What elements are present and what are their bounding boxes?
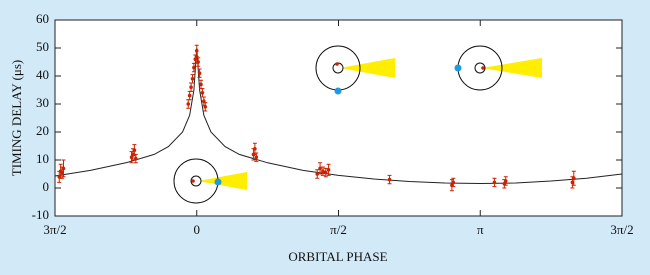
orbit-diagram [315,45,395,95]
data-point [200,91,205,95]
data-point [202,99,206,103]
pulsar [481,66,485,70]
y-tick-label: 50 [36,39,49,54]
y-tick-label: 10 [36,151,49,166]
data-point [61,166,66,171]
companion [454,64,462,72]
data-point [315,172,320,176]
data-point [199,82,203,87]
x-tick-label: 0 [194,222,201,237]
data-point [326,168,331,172]
y-tick-label: 20 [36,123,49,138]
orbit-diagram [173,158,247,204]
data-point [190,77,195,81]
data-point [323,170,328,175]
y-tick-label: 40 [36,67,49,82]
x-axis-label: ORBITAL PHASE [288,249,387,264]
x-tick-label: 3π/2 [610,222,633,237]
data-point [60,170,64,175]
data-point [131,152,135,157]
data-point [387,177,392,182]
model-curve [54,47,623,185]
y-tick-label: 60 [36,11,49,26]
data-point [321,169,325,173]
data-point [133,156,138,161]
beam [482,58,542,78]
plot-layer [54,44,623,192]
data-point [193,57,198,61]
x-tick-label: 3π/2 [43,222,66,237]
data-point [503,179,508,183]
data-point [197,71,202,75]
data-point [203,105,208,109]
beam [198,172,247,190]
data-point [187,93,192,98]
pulsar [191,179,195,183]
data-point [186,102,191,106]
data-point [254,155,259,159]
y-axis-label: TIMING DELAY (μs) [9,60,24,177]
data-point [196,60,200,64]
plot-area [54,19,623,217]
companion [334,87,342,95]
companion [214,178,222,186]
data-point [253,147,257,151]
data-point [492,180,497,185]
x-tick-label: π [477,222,484,237]
y-tick-label: 30 [36,95,49,110]
data-point [192,65,196,70]
data-point [189,85,193,89]
data-point [451,180,456,185]
pulsar-orbit [190,175,202,187]
orbit-diagram [454,45,542,91]
y-tick-label: -10 [32,207,49,222]
pulsar [335,62,339,66]
beam [340,58,395,78]
pulsar-orbit [474,62,486,74]
data-point [194,49,199,53]
y-tick-label: 0 [43,179,50,194]
data-point [572,176,576,180]
data-point [570,180,575,185]
x-tick-label: π/2 [330,222,347,237]
data-point [132,148,137,152]
